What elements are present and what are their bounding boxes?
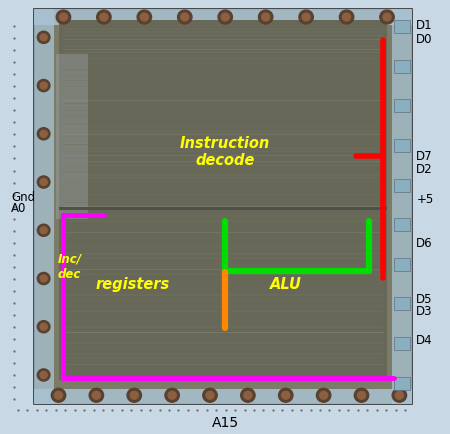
Circle shape xyxy=(206,391,214,399)
Text: D0: D0 xyxy=(416,33,433,46)
Circle shape xyxy=(37,176,50,188)
Circle shape xyxy=(40,82,47,89)
Circle shape xyxy=(130,391,138,399)
Bar xyxy=(34,9,412,25)
Circle shape xyxy=(40,34,47,41)
Circle shape xyxy=(37,273,50,285)
Circle shape xyxy=(40,323,47,330)
Circle shape xyxy=(302,13,310,21)
Bar xyxy=(58,207,387,210)
Bar xyxy=(58,20,387,380)
Bar xyxy=(392,9,412,404)
Bar xyxy=(34,389,412,404)
Circle shape xyxy=(51,388,66,402)
Bar xyxy=(394,258,410,271)
Circle shape xyxy=(354,388,369,402)
Circle shape xyxy=(127,388,141,402)
Text: A15: A15 xyxy=(212,416,239,430)
Circle shape xyxy=(40,130,47,137)
Circle shape xyxy=(218,10,232,24)
Text: D6: D6 xyxy=(416,237,433,250)
Circle shape xyxy=(54,391,63,399)
Text: D1: D1 xyxy=(416,19,433,32)
Circle shape xyxy=(392,388,407,402)
Text: registers: registers xyxy=(95,277,170,292)
Circle shape xyxy=(140,13,148,21)
Circle shape xyxy=(357,391,365,399)
Bar xyxy=(34,9,412,404)
Circle shape xyxy=(40,178,47,185)
Circle shape xyxy=(165,388,179,402)
Text: Instruction
decode: Instruction decode xyxy=(180,136,270,168)
Circle shape xyxy=(37,79,50,92)
Circle shape xyxy=(279,388,293,402)
Circle shape xyxy=(37,31,50,43)
Circle shape xyxy=(37,369,50,381)
Text: +5: +5 xyxy=(416,193,433,206)
Circle shape xyxy=(178,10,192,24)
Circle shape xyxy=(383,13,391,21)
Circle shape xyxy=(56,10,71,24)
Bar xyxy=(394,337,410,350)
Circle shape xyxy=(40,227,47,234)
Circle shape xyxy=(339,10,354,24)
Circle shape xyxy=(380,10,394,24)
Circle shape xyxy=(59,13,68,21)
Text: Inc/
dec: Inc/ dec xyxy=(58,253,82,281)
Circle shape xyxy=(92,391,100,399)
Bar xyxy=(394,99,410,112)
Bar xyxy=(394,59,410,72)
Circle shape xyxy=(395,391,404,399)
Bar xyxy=(394,377,410,390)
Text: D5: D5 xyxy=(416,293,433,306)
Bar xyxy=(394,297,410,310)
Circle shape xyxy=(40,275,47,282)
Bar xyxy=(394,20,410,33)
Circle shape xyxy=(137,10,152,24)
Circle shape xyxy=(37,321,50,333)
Circle shape xyxy=(89,388,104,402)
Text: D4: D4 xyxy=(416,334,433,347)
Text: Gnd: Gnd xyxy=(11,191,36,204)
Circle shape xyxy=(168,391,176,399)
Circle shape xyxy=(299,10,313,24)
Bar xyxy=(394,139,410,152)
Circle shape xyxy=(320,391,328,399)
Text: A0: A0 xyxy=(11,202,27,215)
Circle shape xyxy=(203,388,217,402)
Circle shape xyxy=(37,128,50,140)
Circle shape xyxy=(181,13,189,21)
Text: ALU: ALU xyxy=(270,277,302,292)
Circle shape xyxy=(244,391,252,399)
Bar xyxy=(34,9,54,404)
Bar xyxy=(394,178,410,191)
Text: D3: D3 xyxy=(416,305,433,318)
Circle shape xyxy=(261,13,270,21)
Circle shape xyxy=(342,13,351,21)
Circle shape xyxy=(221,13,229,21)
Text: D7: D7 xyxy=(416,150,433,163)
Circle shape xyxy=(97,10,111,24)
Circle shape xyxy=(241,388,255,402)
Circle shape xyxy=(100,13,108,21)
Circle shape xyxy=(258,10,273,24)
Bar xyxy=(394,218,410,231)
Circle shape xyxy=(282,391,290,399)
Bar xyxy=(56,54,88,219)
Circle shape xyxy=(40,372,47,378)
Circle shape xyxy=(316,388,331,402)
Text: D2: D2 xyxy=(416,163,433,176)
Circle shape xyxy=(37,224,50,237)
